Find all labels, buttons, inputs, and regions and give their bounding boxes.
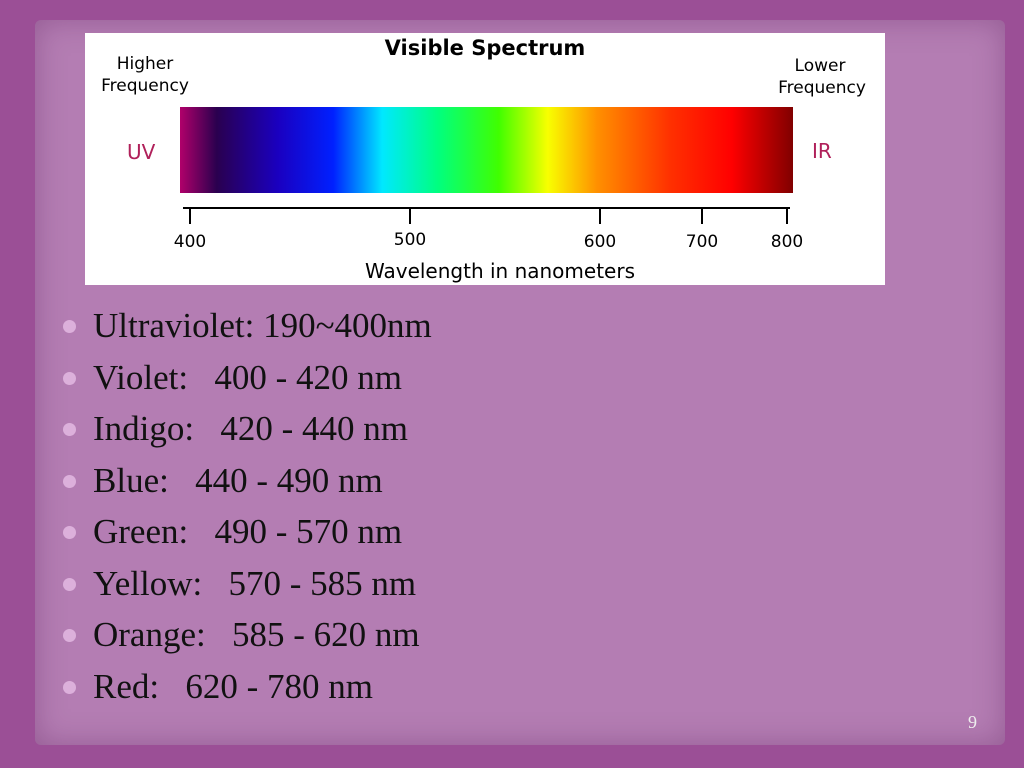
bullet-item: Yellow: 570 - 585 nm (60, 558, 432, 610)
tick-label: 500 (394, 230, 426, 250)
bullet-item: Orange: 585 - 620 nm (60, 609, 432, 661)
axis-label: Wavelength in nanometers (365, 259, 635, 283)
right-label: Lower (795, 56, 846, 76)
figure-title: Visible Spectrum (385, 36, 586, 60)
tick-label: 400 (174, 232, 206, 252)
tick-label: 600 (584, 232, 616, 252)
uv-label: UV (127, 140, 156, 164)
tick-label: 800 (771, 232, 803, 252)
left-label: Frequency (101, 76, 189, 96)
bullet-item: Indigo: 420 - 440 nm (60, 403, 432, 455)
spectrum-bar (180, 107, 793, 193)
bullet-item: Blue: 440 - 490 nm (60, 455, 432, 507)
ir-label: IR (812, 139, 832, 163)
bullet-item: Ultraviolet: 190~400nm (60, 300, 432, 352)
left-label: Higher (117, 54, 174, 74)
tick-label: 700 (686, 232, 718, 252)
bullet-list: Ultraviolet: 190~400nm Violet: 400 - 420 … (60, 300, 432, 712)
page-number: 9 (968, 712, 977, 732)
bullet-item: Violet: 400 - 420 nm (60, 352, 432, 404)
bullet-item: Green: 490 - 570 nm (60, 506, 432, 558)
bullet-item: Red: 620 - 780 nm (60, 661, 432, 713)
spectrum-figure: Visible Spectrum Higher Frequency Lower … (85, 33, 885, 285)
right-label: Frequency (778, 78, 866, 98)
